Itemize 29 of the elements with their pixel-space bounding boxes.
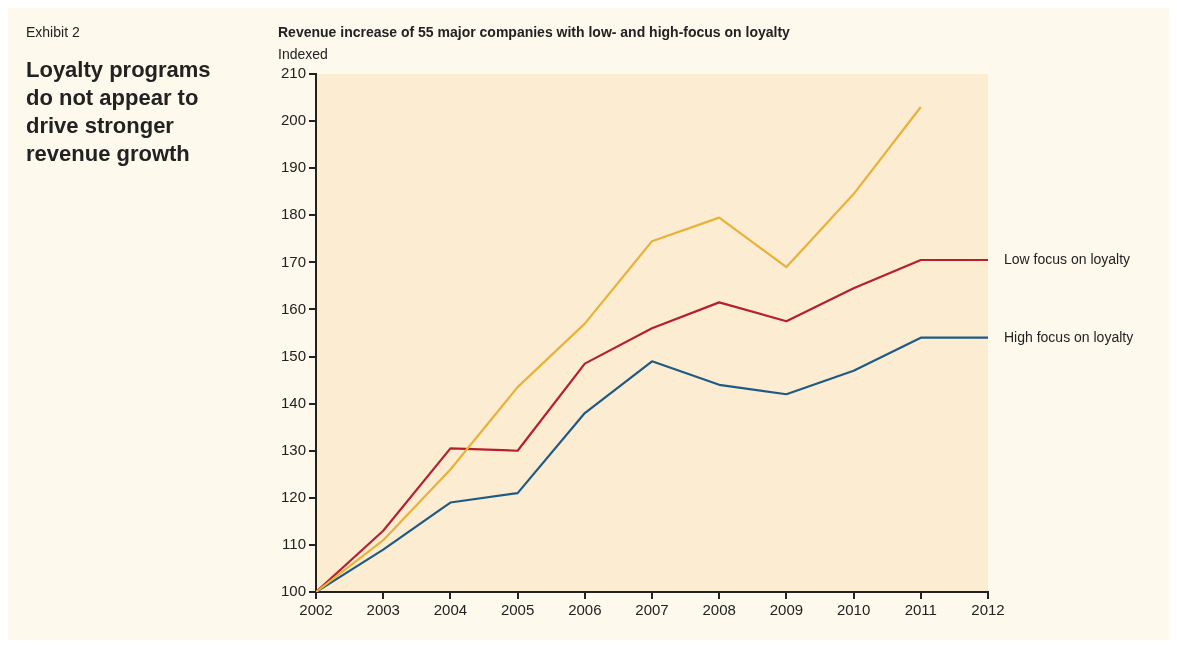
x-tick-label: 2010 (836, 601, 871, 619)
y-tick-label: 200 (281, 111, 307, 129)
x-tick-label: 2003 (366, 601, 400, 619)
y-tick-label: 170 (281, 252, 307, 270)
y-tick-label: 140 (281, 393, 307, 411)
series-label: Low focus on loyalty (1004, 250, 1131, 267)
x-tick-label: 2009 (769, 601, 804, 619)
x-tick-label: 2006 (568, 601, 602, 619)
y-tick-label: 210 (281, 64, 307, 82)
y-tick-label: 110 (282, 535, 307, 553)
y-tick-label: 160 (281, 299, 307, 317)
series-label: High focus on loyalty (1004, 328, 1134, 345)
x-tick-label: 2007 (635, 601, 669, 619)
y-tick-label: 130 (281, 440, 307, 458)
x-tick-label: 2011 (904, 601, 937, 619)
chart-subtitle: Revenue increase of 55 major companies with low- and high-focus on loyalty (278, 24, 791, 40)
text: Loyalty programs do not appear to drive stronger revenue growth (26, 56, 212, 168)
x-tick-label: 2002 (299, 601, 333, 619)
y-axis-title: Indexed (278, 46, 329, 62)
y-tick-label: 120 (281, 487, 307, 505)
y-tick-label: 180 (281, 205, 307, 223)
y-tick-label: 190 (281, 158, 307, 176)
y-tick-label: 150 (281, 346, 307, 364)
x-tick-label: 2012 (971, 601, 1005, 619)
x-tick-label: 2004 (433, 601, 468, 619)
x-tick-label: 2008 (702, 601, 736, 619)
text: Exhibit 2 (26, 24, 81, 40)
x-tick-label: 2005 (500, 601, 535, 619)
y-tick-label: 100 (281, 582, 307, 600)
